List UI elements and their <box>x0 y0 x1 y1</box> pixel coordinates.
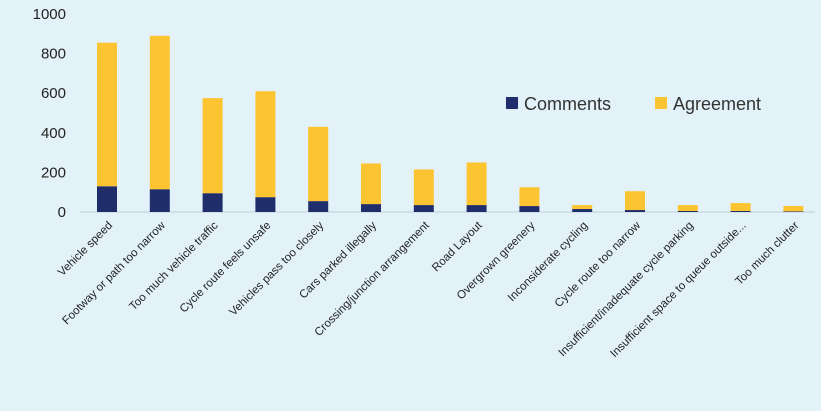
y-tick-label: 0 <box>58 204 66 221</box>
y-tick-label: 1000 <box>33 6 66 23</box>
category-label: Vehicle speed <box>56 220 115 279</box>
bar-comments-4 <box>308 201 329 212</box>
y-tick-label: 600 <box>41 85 66 102</box>
bar-agreement-12 <box>730 203 751 212</box>
category-label: Cycle route too narrow <box>553 219 644 310</box>
y-axis: 0 200 400 600 800 1000 <box>33 6 66 221</box>
bar-agreement-9 <box>572 205 593 210</box>
bar-comments-3 <box>255 197 276 212</box>
bar-comments-13 <box>783 211 804 212</box>
category-label: Road Layout <box>430 219 485 274</box>
bar-comments-2 <box>202 193 223 212</box>
bar-comments-1 <box>149 189 170 212</box>
bar-agreement-4 <box>308 126 329 202</box>
bar-agreement-1 <box>149 35 170 190</box>
legend-swatch-comments <box>506 97 518 109</box>
bar-agreement-7 <box>466 162 487 206</box>
category-label: Too much vehicle traffic <box>127 219 220 312</box>
bar-comments-5 <box>361 204 381 212</box>
bar-agreement-3 <box>255 91 276 198</box>
category-label: Cycle route feels unsafe <box>178 220 274 316</box>
bar-agreement-10 <box>625 191 645 211</box>
category-label: Footway or path too narrow <box>60 219 168 327</box>
y-tick-label: 800 <box>41 46 66 63</box>
legend-label-comments: Comments <box>524 94 611 114</box>
bar-agreement-8 <box>519 187 540 207</box>
bars <box>97 35 804 212</box>
bar-agreement-13 <box>783 206 804 212</box>
bar-agreement-11 <box>677 205 698 212</box>
bar-agreement-0 <box>97 42 117 187</box>
bar-comments-9 <box>572 209 593 212</box>
y-tick-label: 400 <box>41 125 66 142</box>
bar-comments-0 <box>97 186 117 212</box>
bar-comments-11 <box>677 211 698 212</box>
category-label: Vehicles pass too closely <box>227 219 326 318</box>
y-tick-label: 200 <box>41 164 66 181</box>
bar-comments-10 <box>625 210 645 212</box>
legend: Comments Agreement <box>506 94 761 114</box>
category-label: Crossing/junction arrangement <box>313 219 433 339</box>
bar-comments-8 <box>519 206 540 212</box>
bar-comments-7 <box>466 205 487 212</box>
bar-agreement-2 <box>202 98 223 194</box>
bar-agreement-5 <box>361 163 381 205</box>
legend-swatch-agreement <box>655 97 667 109</box>
bar-comments-12 <box>730 211 751 212</box>
legend-label-agreement: Agreement <box>673 94 761 114</box>
bar-agreement-6 <box>413 169 434 206</box>
bar-comments-6 <box>413 205 434 212</box>
